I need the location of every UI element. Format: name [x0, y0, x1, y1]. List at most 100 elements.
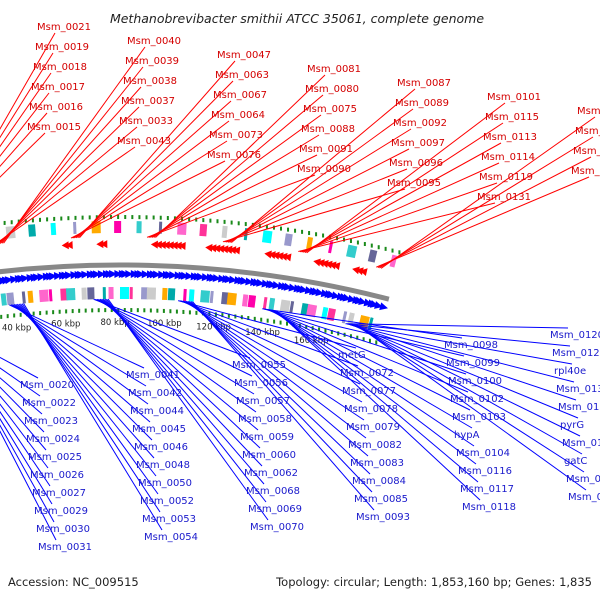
feature-block	[328, 240, 334, 254]
track-dot	[110, 308, 113, 313]
reverse-gene-arrow	[272, 281, 281, 289]
gene-label: Msm_0041	[126, 370, 180, 381]
track-dot	[136, 308, 139, 313]
gene-label: Msm_0062	[244, 468, 298, 479]
forward-gene-arrow	[100, 240, 108, 249]
label-connector	[146, 174, 316, 238]
track-dot	[285, 321, 288, 326]
label-connector	[306, 102, 506, 254]
gene-label: Msm_0030	[36, 524, 90, 535]
reverse-gene-arrow	[53, 272, 63, 281]
reverse-gene-arrow	[48, 272, 58, 281]
feature-block	[65, 287, 76, 301]
gene-label: Msm_0046	[134, 442, 188, 453]
gene-label: Msm_0069	[248, 504, 302, 515]
feature-block	[347, 312, 355, 326]
gene-label: Msm_0104	[456, 448, 510, 459]
label-connector	[345, 323, 569, 329]
gene-label: pyrG	[560, 420, 584, 431]
track-dot	[349, 239, 352, 244]
reverse-gene-arrow	[152, 270, 162, 279]
reverse-gene-arrow	[64, 271, 74, 280]
track-dot	[31, 218, 34, 223]
kbp-tick-label: 100 kbp	[147, 319, 182, 329]
feature-block	[289, 301, 295, 314]
feature-block	[199, 223, 208, 237]
gene-label: Msm_0118	[462, 502, 516, 513]
gene-labels: Msm_0021 Msm_0019 Msm_0018 Msm_0017 Msm_0016…	[20, 22, 600, 553]
forward-gene-arrow	[224, 245, 233, 254]
feature-block	[367, 249, 378, 263]
label-connector	[0, 32, 56, 130]
gene-label: Msm_0060	[242, 450, 296, 461]
gene-label: Msm_0073	[209, 130, 263, 141]
track-dot	[65, 309, 68, 314]
feature-block	[108, 287, 114, 300]
label-connector	[380, 116, 596, 269]
forward-gene-arrow	[221, 245, 229, 254]
track-dot	[377, 245, 380, 250]
forward-gene-arrow	[324, 260, 333, 269]
track-dot	[32, 311, 35, 316]
label-connector	[0, 395, 47, 451]
feature-block	[141, 287, 149, 300]
gene-label: Msm_0054	[144, 532, 198, 543]
gene-label: Msm_0022	[22, 398, 76, 409]
label-connector	[351, 324, 577, 401]
gene-label: Msm_0128	[573, 146, 600, 157]
forward-gene-arrow	[170, 241, 178, 250]
track-dot	[88, 215, 91, 220]
forward-gene-arrow	[217, 244, 225, 253]
accession-text: Accession: NC_009515	[8, 575, 139, 589]
track-dot	[162, 308, 165, 313]
label-connector	[304, 122, 504, 254]
feature-block	[0, 293, 7, 306]
label-connector	[224, 168, 408, 243]
label-connector	[93, 298, 251, 359]
label-connector	[178, 300, 357, 349]
gene-label: Msm_0103	[452, 412, 506, 423]
feature-block	[346, 244, 358, 259]
feature-block	[279, 299, 291, 313]
reverse-gene-arrow	[97, 270, 106, 279]
label-connector	[0, 126, 138, 242]
gene-label: Msm_0026	[30, 470, 84, 481]
gene-label: Msm_0023	[24, 416, 78, 427]
kbp-tick-label: 60 kbp	[51, 319, 80, 329]
track-dot	[102, 215, 105, 220]
reverse-gene-arrow	[33, 273, 42, 282]
label-connector	[102, 298, 263, 467]
label-connector	[0, 112, 48, 167]
track-dot	[337, 331, 340, 336]
forward-gene-arrow	[276, 252, 284, 261]
track-dot	[221, 313, 224, 318]
label-connector	[188, 300, 371, 475]
feature-block	[50, 222, 57, 236]
reverse-gene-arrow	[185, 272, 194, 281]
track-dot	[45, 310, 48, 315]
gene-label: Msm_0068	[246, 486, 300, 497]
track-dot	[97, 308, 100, 313]
track-dot	[315, 232, 318, 237]
reverse-gene-arrow	[201, 273, 211, 282]
forward-gene-arrow	[264, 250, 272, 259]
track-dot	[258, 223, 261, 228]
gene-label: Msm_0016	[29, 102, 83, 113]
track-dot	[53, 216, 56, 221]
track-dot	[195, 310, 198, 315]
label-connector	[192, 301, 375, 511]
gene-label: Msm_0050	[138, 478, 192, 489]
gene-label: Msm_0092	[393, 118, 447, 129]
track-dot	[143, 308, 146, 313]
track-dot	[166, 216, 169, 221]
label-connector	[263, 308, 465, 357]
label-connector	[0, 356, 39, 379]
gene-label: Msm_0064	[211, 110, 265, 121]
track-dot	[13, 313, 16, 318]
gene-label: Msm_0044	[130, 406, 184, 417]
label-connector	[104, 298, 265, 485]
reverse-gene-arrow	[212, 274, 222, 283]
label-connector	[77, 80, 234, 239]
track-dot	[145, 215, 148, 220]
gene-label: Msm_0096	[389, 158, 443, 169]
